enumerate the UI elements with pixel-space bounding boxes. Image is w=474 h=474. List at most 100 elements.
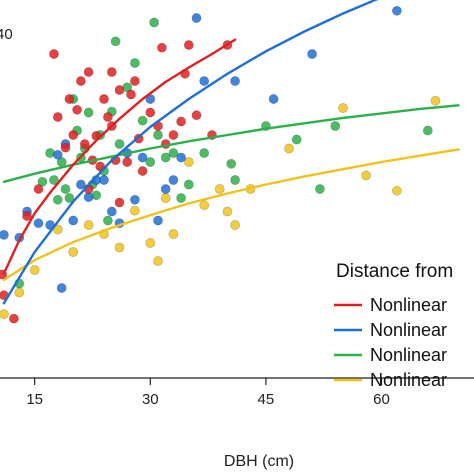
- data-point: [49, 175, 59, 185]
- data-point: [129, 76, 140, 86]
- data-point: [68, 215, 79, 226]
- data-point: [60, 184, 71, 194]
- data-point: [64, 193, 75, 203]
- data-point: [153, 215, 163, 226]
- data-point: [60, 142, 71, 153]
- data-point: [268, 94, 279, 104]
- data-point: [52, 194, 63, 205]
- data-point: [176, 152, 186, 163]
- data-point: [199, 148, 210, 158]
- data-point: [153, 130, 163, 140]
- data-point: [33, 218, 44, 229]
- data-point: [37, 176, 48, 187]
- data-point: [126, 89, 136, 100]
- data-point: [114, 85, 125, 95]
- data-point: [33, 184, 44, 194]
- data-point: [0, 309, 9, 319]
- data-point: [145, 157, 156, 167]
- x-tick-label: 30: [142, 391, 159, 408]
- legend-title: Distance from: [336, 261, 453, 282]
- data-point: [160, 184, 171, 194]
- data-point: [114, 139, 125, 149]
- data-point: [191, 110, 202, 121]
- data-point: [183, 179, 194, 190]
- data-point: [106, 206, 117, 217]
- data-point: [214, 184, 225, 194]
- data-point: [330, 121, 341, 131]
- data-point: [103, 215, 113, 226]
- data-point: [222, 206, 233, 217]
- data-point: [56, 283, 67, 293]
- data-point: [99, 94, 109, 104]
- data-point: [422, 125, 433, 136]
- data-point: [99, 175, 109, 185]
- fit-line: [2, 104, 460, 183]
- legend-label: Nonlinear: [370, 295, 447, 315]
- data-point: [52, 149, 63, 160]
- data-point: [8, 313, 19, 324]
- data-point: [160, 152, 171, 163]
- fit-line: [2, 0, 379, 305]
- data-point: [361, 170, 371, 181]
- x-axis-title: DBH (cm): [224, 453, 294, 470]
- data-point: [52, 112, 63, 122]
- data-point: [0, 230, 9, 240]
- data-point: [22, 211, 32, 221]
- data-point: [68, 130, 79, 140]
- data-point: [176, 193, 186, 203]
- data-point: [199, 76, 210, 86]
- data-point: [314, 184, 325, 194]
- data-point: [106, 67, 117, 77]
- data-point: [114, 242, 125, 253]
- data-point: [226, 158, 237, 169]
- legend: Distance from Nonlinear Nonlinear Nonlinea…: [326, 250, 474, 390]
- data-point: [168, 148, 179, 158]
- data-point: [137, 115, 148, 126]
- data-point: [230, 76, 240, 86]
- data-point: [83, 67, 94, 77]
- data-point: [391, 5, 402, 16]
- data-point: [168, 175, 179, 185]
- x-tick-label: 60: [373, 391, 390, 408]
- data-point: [199, 200, 210, 211]
- data-point: [168, 229, 179, 239]
- data-point: [176, 116, 186, 127]
- data-point: [137, 166, 148, 176]
- fit-line: [2, 148, 460, 282]
- legend-label: Nonlinear: [370, 320, 447, 340]
- data-point: [183, 40, 194, 50]
- fit-line: [2, 38, 237, 275]
- data-point: [129, 205, 140, 216]
- data-point: [149, 17, 159, 28]
- data-point: [160, 193, 171, 203]
- data-point: [307, 49, 317, 59]
- data-point: [29, 265, 40, 275]
- data-point: [230, 175, 240, 185]
- data-point: [72, 104, 82, 115]
- data-point: [83, 220, 94, 230]
- data-point: [76, 76, 86, 86]
- data-point: [230, 220, 240, 230]
- data-point: [391, 185, 402, 196]
- legend-label: Nonlinear: [370, 370, 447, 390]
- data-point: [145, 107, 156, 118]
- data-point: [430, 95, 441, 106]
- data-point: [68, 247, 79, 257]
- legend-label: Nonlinear: [370, 345, 447, 365]
- data-point: [291, 134, 302, 145]
- data-point: [14, 287, 25, 298]
- x-tick-label: 45: [258, 391, 275, 408]
- data-point: [183, 157, 194, 167]
- data-point: [191, 13, 202, 23]
- data-point: [76, 179, 86, 190]
- data-point: [64, 94, 75, 104]
- data-point: [168, 130, 179, 140]
- data-point: [79, 139, 90, 149]
- data-point: [156, 42, 167, 53]
- x-axis-ticks: 15 30 45 60: [26, 378, 390, 408]
- data-point: [103, 112, 113, 122]
- data-point: [83, 107, 94, 118]
- y-tick-label: 40: [0, 26, 13, 43]
- data-point: [153, 256, 163, 266]
